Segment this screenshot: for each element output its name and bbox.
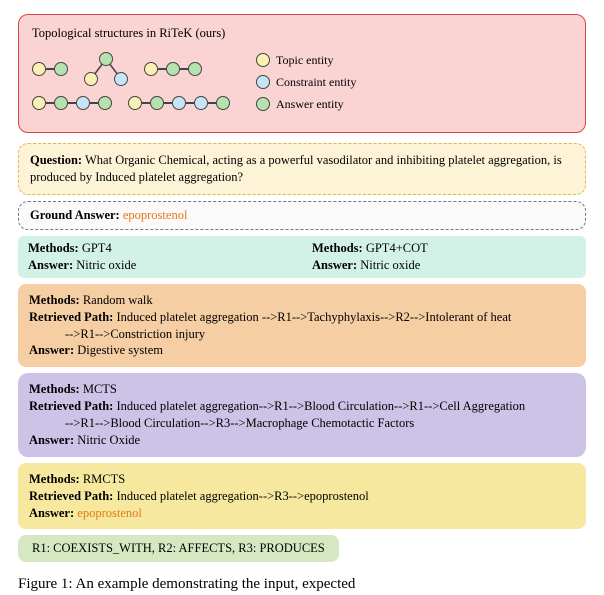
rmcts-path-1: Induced platelet aggregation-->R3-->epop… [116, 489, 368, 503]
legend-constraint-label: Constraint entity [276, 74, 356, 90]
legend-answer: Answer entity [256, 96, 356, 112]
topology-title: Topological structures in RiTeK (ours) [32, 25, 572, 42]
node-constraint [76, 96, 90, 110]
node-answer [188, 62, 202, 76]
rmcts-panel: Methods: RMCTS Retrieved Path: Induced p… [18, 463, 586, 530]
rw-answer-label: Answer: [29, 343, 74, 357]
legend-answer-swatch [256, 97, 270, 111]
gpt4-method-label: Methods: [28, 241, 79, 255]
mcts-path-1: Induced platelet aggregation-->R1-->Bloo… [116, 399, 525, 413]
mcts-method: MCTS [83, 382, 117, 396]
graph-ygb-branch [84, 52, 128, 86]
node-answer [99, 52, 113, 66]
rmcts-method: RMCTS [83, 472, 125, 486]
legend-constraint-swatch [256, 75, 270, 89]
gpt4cot-answer-label: Answer: [312, 258, 357, 272]
ground-answer-panel: Ground Answer: epoprostenol [18, 201, 586, 230]
relations-panel: R1: COEXISTS_WITH, R2: AFFECTS, R3: PROD… [18, 535, 339, 562]
rw-method: Random walk [83, 293, 153, 307]
question-label: Question: [30, 153, 82, 167]
ground-answer-label: Ground Answer: [30, 208, 120, 222]
node-constraint [172, 96, 186, 110]
node-topic [144, 62, 158, 76]
ground-answer-value: epoprostenol [123, 208, 188, 222]
node-constraint [194, 96, 208, 110]
rw-method-label: Methods: [29, 293, 80, 307]
gpt4-answer: Nitric oxide [76, 258, 136, 272]
node-answer [54, 62, 68, 76]
graph-row-2 [32, 96, 230, 110]
node-topic [84, 72, 98, 86]
node-constraint [114, 72, 128, 86]
node-answer [98, 96, 112, 110]
legend-topic: Topic entity [256, 52, 356, 68]
legend-topic-label: Topic entity [276, 52, 333, 68]
rmcts-method-label: Methods: [29, 472, 80, 486]
rw-path-label: Retrieved Path: [29, 310, 113, 324]
gpt4cot-method-label: Methods: [312, 241, 363, 255]
gpt-panel: Methods: GPT4 Answer: Nitric oxide Metho… [18, 236, 586, 278]
node-answer [54, 96, 68, 110]
mcts-path-label: Retrieved Path: [29, 399, 113, 413]
rw-answer: Digestive system [77, 343, 163, 357]
node-answer [150, 96, 164, 110]
graph-ygbg [32, 96, 112, 110]
topology-content: Topic entity Constraint entity Answer en… [32, 52, 572, 113]
legend-topic-swatch [256, 53, 270, 67]
node-answer [216, 96, 230, 110]
legend-constraint: Constraint entity [256, 74, 356, 90]
question-panel: Question: What Organic Chemical, acting … [18, 143, 586, 195]
topology-legend: Topic entity Constraint entity Answer en… [256, 52, 356, 113]
topology-graphs [32, 52, 230, 110]
randomwalk-panel: Methods: Random walk Retrieved Path: Ind… [18, 284, 586, 368]
gpt4cot-col: Methods: GPT4+COT Answer: Nitric oxide [302, 236, 586, 278]
figure-caption: Figure 1: An example demonstrating the i… [18, 574, 586, 594]
gpt4cot-method: GPT4+COT [366, 241, 428, 255]
relations-text: R1: COEXISTS_WITH, R2: AFFECTS, R3: PROD… [32, 541, 325, 555]
rmcts-answer-label: Answer: [29, 506, 74, 520]
graph-yg [32, 62, 68, 76]
mcts-answer-label: Answer: [29, 433, 74, 447]
rmcts-path-label: Retrieved Path: [29, 489, 113, 503]
gpt4-answer-label: Answer: [28, 258, 73, 272]
node-topic [32, 96, 46, 110]
mcts-answer: Nitric Oxide [77, 433, 140, 447]
legend-answer-label: Answer entity [276, 96, 344, 112]
mcts-path-2: -->R1-->Blood Circulation-->R3-->Macroph… [29, 415, 575, 432]
rmcts-answer: epoprostenol [77, 506, 142, 520]
graph-ygg [144, 62, 202, 76]
mcts-method-label: Methods: [29, 382, 80, 396]
gpt4-col: Methods: GPT4 Answer: Nitric oxide [18, 236, 302, 278]
gpt4-method: GPT4 [82, 241, 112, 255]
rw-path-2: -->R1-->Constriction injury [29, 326, 575, 343]
graph-ygbbg [128, 96, 230, 110]
rw-path-1: Induced platelet aggregation -->R1-->Tac… [116, 310, 511, 324]
gpt4cot-answer: Nitric oxide [360, 258, 420, 272]
topology-panel: Topological structures in RiTeK (ours) [18, 14, 586, 133]
node-answer [166, 62, 180, 76]
question-text: What Organic Chemical, acting as a power… [30, 153, 562, 184]
mcts-panel: Methods: MCTS Retrieved Path: Induced pl… [18, 373, 586, 457]
node-topic [32, 62, 46, 76]
node-topic [128, 96, 142, 110]
graph-row-1 [32, 52, 230, 86]
